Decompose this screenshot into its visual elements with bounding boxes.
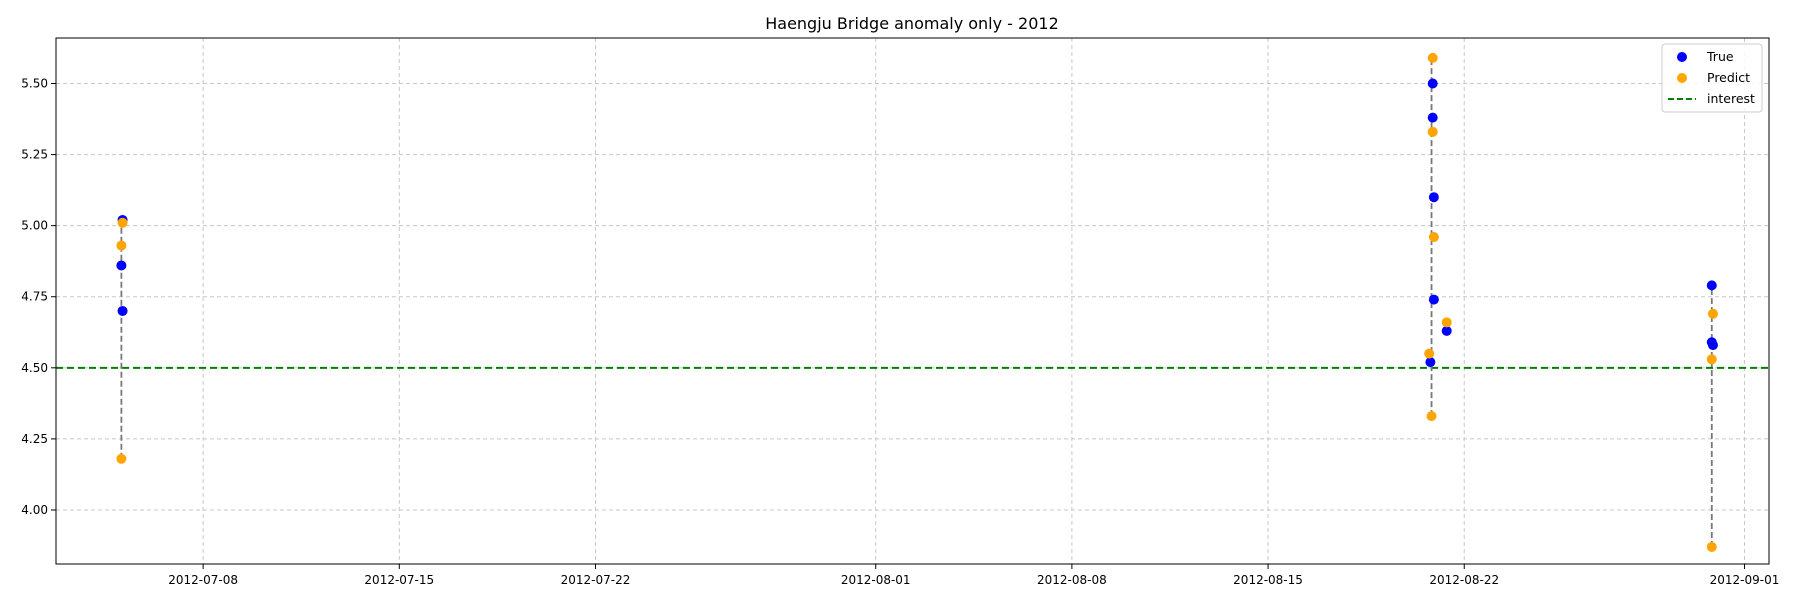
data-point-predict: [116, 453, 127, 464]
y-tick-label: 5.25: [21, 148, 48, 162]
legend-marker-true: [1677, 52, 1687, 62]
data-point-predict: [1424, 348, 1435, 359]
x-tick-label: 2012-07-08: [168, 573, 238, 587]
data-point-true: [1441, 325, 1452, 336]
data-point-predict: [1707, 308, 1718, 319]
data-point-true: [117, 305, 128, 316]
data-point-true: [116, 260, 127, 271]
chart-title: Haengju Bridge anomaly only - 2012: [765, 14, 1059, 33]
data-point-predict: [1706, 541, 1717, 552]
x-axis-ticks: 2012-07-08 2012-07-15 2012-07-22 2012-08-01…: [168, 564, 1779, 587]
data-point-true: [1707, 340, 1718, 351]
data-point-predict: [116, 240, 127, 251]
x-tick-label: 2012-08-22: [1429, 573, 1499, 587]
data-point-predict: [117, 217, 128, 228]
x-tick-label: 2012-08-01: [841, 573, 911, 587]
data-points-layer: [116, 52, 1718, 552]
grid-lines: [56, 38, 1769, 564]
legend: True Predict interest: [1661, 43, 1763, 113]
y-tick-label: 4.75: [21, 290, 48, 304]
data-point-true: [1425, 357, 1436, 368]
plot-area-frame: [55, 37, 1770, 565]
legend-marker-predict: [1677, 73, 1687, 83]
y-tick-label: 4.00: [21, 503, 48, 517]
data-point-true: [1706, 280, 1717, 291]
data-point-predict: [1427, 52, 1438, 63]
y-tick-label: 5.50: [21, 76, 48, 90]
legend-label-true: True: [1706, 49, 1734, 64]
legend-label-interest: interest: [1707, 91, 1755, 106]
y-tick-label: 5.00: [21, 219, 48, 233]
data-point-true: [1428, 192, 1439, 203]
data-point-predict: [1441, 317, 1452, 328]
y-tick-label: 4.25: [21, 432, 48, 446]
data-point-predict: [1427, 126, 1438, 137]
data-point-predict: [1428, 232, 1439, 243]
x-tick-label: 2012-08-15: [1233, 573, 1303, 587]
x-tick-label: 2012-07-15: [364, 573, 434, 587]
x-tick-label: 2012-08-08: [1037, 573, 1107, 587]
data-point-predict: [1706, 354, 1717, 365]
data-point-true: [1427, 78, 1438, 89]
legend-box: [1661, 43, 1763, 113]
data-point-predict: [1426, 411, 1437, 422]
connector-layer: [120, 57, 1713, 547]
y-axis-ticks: 4.00 4.25 4.50 4.75 5.00 5.25 5.50: [21, 76, 56, 517]
data-point-true: [1428, 294, 1439, 305]
x-tick-label: 2012-07-22: [561, 573, 631, 587]
y-tick-label: 4.50: [21, 361, 48, 375]
data-point-true: [1427, 112, 1438, 123]
legend-label-predict: Predict: [1707, 70, 1750, 85]
x-tick-label: 2012-09-01: [1710, 573, 1780, 587]
